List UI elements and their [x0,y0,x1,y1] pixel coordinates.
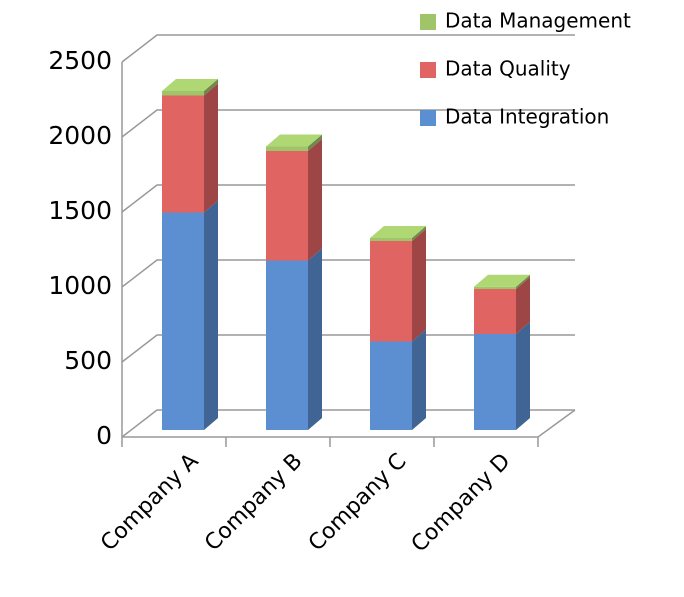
legend-label: Data Quality [445,57,571,81]
y-tick-label: 1500 [48,196,112,225]
grid-line [121,334,575,363]
x-tick-label: Company D [407,449,516,558]
legend-swatch [420,62,436,78]
y-tick-label: 0 [96,421,112,450]
x-tick-label: Company C [304,449,411,556]
grid-line [121,184,575,213]
bar-top [162,79,218,91]
legend-swatch [420,110,436,126]
bar-side [308,139,322,261]
bar-side [308,134,322,151]
bar-side [516,277,530,334]
legend-label: Data Integration [445,105,609,129]
y-tick-label: 2500 [48,46,112,75]
bar-top [266,134,322,147]
grid-line [121,259,575,288]
bar-front [474,289,516,334]
bar-front [370,241,412,342]
bar-front [266,260,308,430]
floor [121,409,576,447]
bar-top [474,274,530,287]
bar-side [204,83,218,213]
bar-front [474,334,516,430]
bar-front [266,151,308,261]
bar-side [412,229,426,342]
legend-swatch [420,14,436,30]
grid-line [121,409,575,438]
y-tick-label: 2000 [48,121,112,150]
bar-front [474,286,516,289]
x-tick-label: Company A [96,449,203,556]
legend-label: Data Management [445,9,631,33]
bar-top [370,226,426,238]
bar-side [204,79,218,96]
bar-side [516,274,530,289]
bar-front [370,238,412,241]
bar-front [162,91,204,96]
bar-side [308,248,322,430]
x-tick-label: Company B [200,449,307,556]
bar-front [370,341,412,430]
y-tick-label: 500 [64,346,112,375]
bar-side [204,200,218,430]
bar-front [162,212,204,430]
y-tick-label: 1000 [48,271,112,300]
bar-front [162,95,204,213]
grid-line [121,34,575,63]
bar-side [412,226,426,241]
bar-side [516,322,530,430]
bar-side [412,329,426,430]
bar-front [266,146,308,151]
